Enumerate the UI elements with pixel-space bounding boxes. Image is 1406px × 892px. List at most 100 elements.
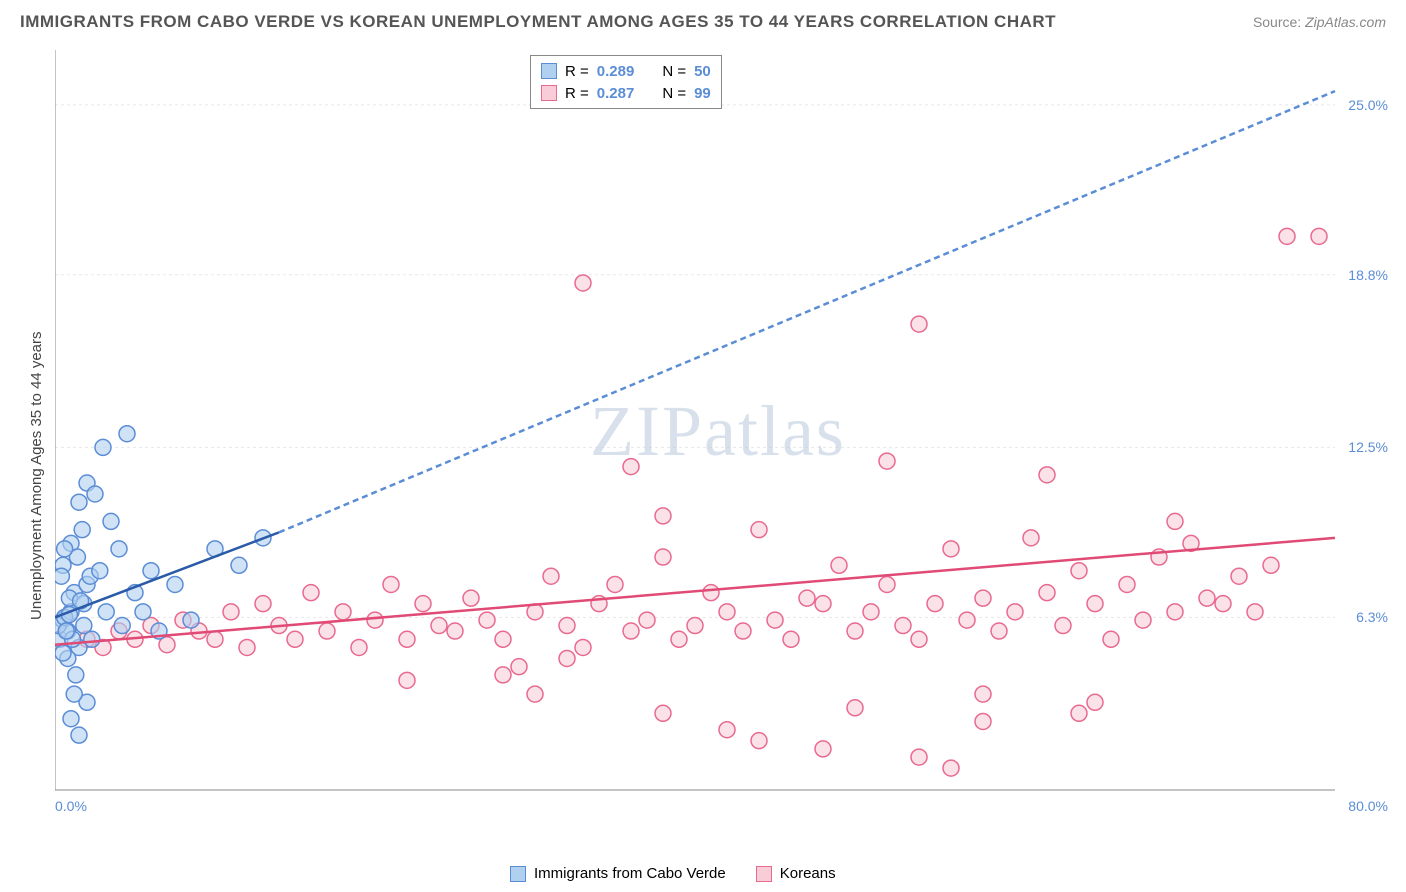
r-value: 0.287 <box>597 85 635 102</box>
legend-item: Immigrants from Cabo Verde <box>510 865 726 882</box>
data-point <box>431 618 447 634</box>
data-point <box>114 618 130 634</box>
data-point <box>303 585 319 601</box>
data-point <box>84 631 100 647</box>
data-point <box>63 711 79 727</box>
data-point <box>1247 604 1263 620</box>
n-value: 99 <box>694 85 711 102</box>
data-point <box>74 522 90 538</box>
data-point <box>543 568 559 584</box>
data-point <box>103 513 119 529</box>
legend-label: Immigrants from Cabo Verde <box>534 865 726 882</box>
data-point <box>511 659 527 675</box>
data-point <box>959 612 975 628</box>
data-point <box>751 522 767 538</box>
y-axis-label: Unemployment Among Ages 35 to 44 years <box>28 331 45 620</box>
n-value: 50 <box>694 63 711 80</box>
data-point <box>655 705 671 721</box>
data-point <box>71 727 87 743</box>
data-point <box>95 439 111 455</box>
data-point <box>879 453 895 469</box>
x-tick-label: 80.0% <box>1348 798 1388 814</box>
data-point <box>1167 604 1183 620</box>
data-point <box>815 741 831 757</box>
x-tick-label: 0.0% <box>55 798 87 814</box>
plot-area <box>55 50 1390 810</box>
data-point <box>367 612 383 628</box>
data-point <box>943 541 959 557</box>
source-attribution: Source: ZipAtlas.com <box>1253 14 1386 30</box>
correlation-legend: R = 0.289 N = 50 R = 0.287 N = 99 <box>530 55 722 109</box>
data-point <box>559 618 575 634</box>
data-point <box>1071 563 1087 579</box>
data-point <box>1279 228 1295 244</box>
data-point <box>1071 705 1087 721</box>
n-label: N = <box>662 85 686 102</box>
legend-swatch <box>541 63 557 79</box>
data-point <box>639 612 655 628</box>
data-point <box>1263 557 1279 573</box>
data-point <box>1135 612 1151 628</box>
source-name: ZipAtlas.com <box>1305 14 1386 30</box>
data-point <box>911 749 927 765</box>
data-point <box>255 596 271 612</box>
legend-item: Koreans <box>756 865 836 882</box>
legend-row: R = 0.287 N = 99 <box>541 82 711 104</box>
data-point <box>98 604 114 620</box>
data-point <box>71 494 87 510</box>
data-point <box>607 576 623 592</box>
y-tick-label: 25.0% <box>1348 97 1388 113</box>
data-point <box>167 576 183 592</box>
data-point <box>111 541 127 557</box>
data-point <box>623 459 639 475</box>
data-point <box>1023 530 1039 546</box>
data-point <box>575 639 591 655</box>
data-point <box>351 639 367 655</box>
data-point <box>1215 596 1231 612</box>
legend-label: Koreans <box>780 865 836 882</box>
data-point <box>575 275 591 291</box>
legend-swatch <box>510 866 526 882</box>
data-point <box>783 631 799 647</box>
data-point <box>719 604 735 620</box>
data-point <box>687 618 703 634</box>
data-point <box>223 604 239 620</box>
data-point <box>975 713 991 729</box>
y-tick-label: 12.5% <box>1348 439 1388 455</box>
data-point <box>831 557 847 573</box>
y-tick-label: 6.3% <box>1356 609 1388 625</box>
data-point <box>143 563 159 579</box>
chart-title: IMMIGRANTS FROM CABO VERDE VS KOREAN UNE… <box>20 12 1056 32</box>
data-point <box>847 623 863 639</box>
data-point <box>335 604 351 620</box>
data-point <box>767 612 783 628</box>
data-point <box>319 623 335 639</box>
data-point <box>1231 568 1247 584</box>
chart-container: IMMIGRANTS FROM CABO VERDE VS KOREAN UNE… <box>0 0 1406 892</box>
data-point <box>495 667 511 683</box>
r-label: R = <box>565 85 589 102</box>
data-point <box>1007 604 1023 620</box>
data-point <box>207 631 223 647</box>
data-point <box>975 590 991 606</box>
data-point <box>399 672 415 688</box>
series-legend: Immigrants from Cabo Verde Koreans <box>510 865 836 882</box>
data-point <box>815 596 831 612</box>
y-tick-label: 18.8% <box>1348 267 1388 283</box>
data-point <box>895 618 911 634</box>
data-point <box>751 733 767 749</box>
data-point <box>55 568 69 584</box>
data-point <box>231 557 247 573</box>
data-point <box>975 686 991 702</box>
data-point <box>239 639 255 655</box>
data-point <box>1087 596 1103 612</box>
legend-swatch <box>756 866 772 882</box>
n-label: N = <box>662 63 686 80</box>
data-point <box>559 650 575 666</box>
data-point <box>479 612 495 628</box>
legend-swatch <box>541 85 557 101</box>
data-point <box>1087 694 1103 710</box>
data-point <box>92 563 108 579</box>
data-point <box>1039 585 1055 601</box>
data-point <box>1103 631 1119 647</box>
